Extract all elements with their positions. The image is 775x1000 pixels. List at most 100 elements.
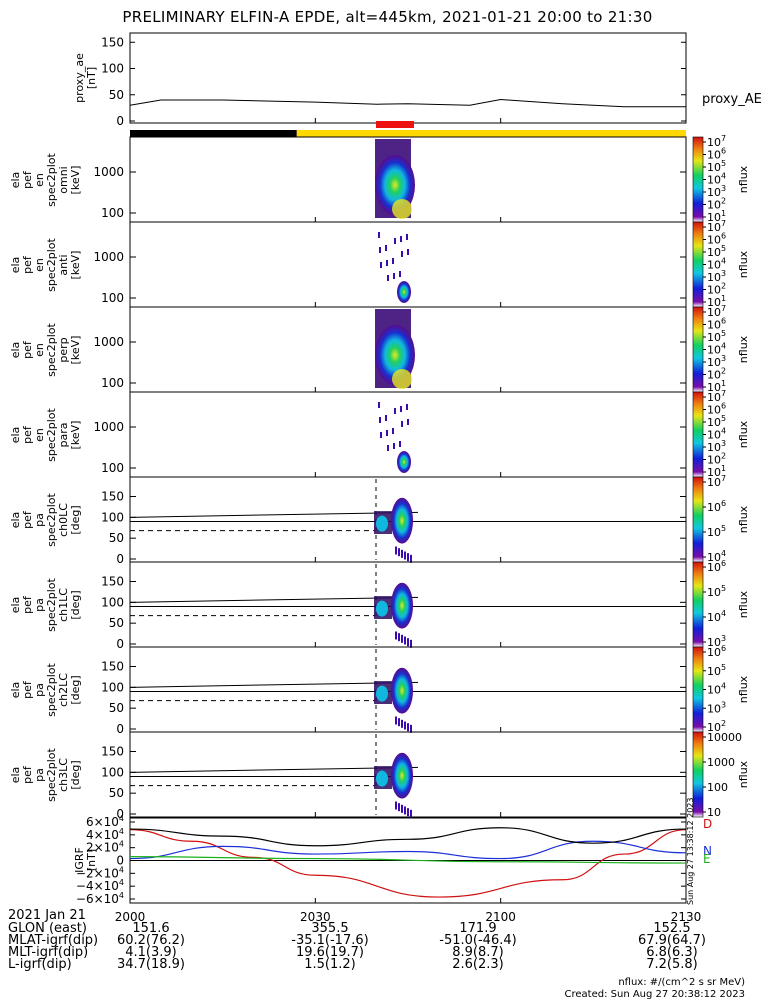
pa-core bbox=[391, 667, 413, 714]
spectrogram-speck bbox=[393, 443, 395, 449]
spectrogram-core bbox=[397, 281, 411, 303]
colorbar-tick-label: 1000 bbox=[707, 756, 735, 769]
pa-speck bbox=[401, 634, 403, 643]
igrf-component-label: N bbox=[703, 844, 712, 858]
pa-speck bbox=[410, 809, 412, 818]
spectrogram-speck bbox=[401, 251, 403, 257]
day-bar bbox=[296, 130, 686, 137]
colorbar-tick-label: 103 bbox=[707, 700, 726, 715]
ephemeris-row-label: MLAT-igrf(dip) bbox=[8, 933, 99, 948]
energy-ytick-label: 1000 bbox=[93, 335, 124, 349]
ephemeris-value: 67.9(64.7) bbox=[637, 933, 707, 948]
proxy-ae-line bbox=[129, 98, 686, 108]
spectrogram-speck bbox=[380, 262, 382, 268]
pa-ytick-label: 100 bbox=[101, 765, 124, 779]
spectrogram-speck bbox=[406, 404, 408, 410]
pa-speck bbox=[398, 548, 400, 557]
colorbar-label: nflux bbox=[737, 250, 750, 278]
spectrogram-speck bbox=[407, 249, 409, 255]
side-stamp: Sun Aug 27 13:38:12 2023 bbox=[686, 797, 695, 905]
ephemeris-value: 4.1(3.9) bbox=[125, 945, 177, 960]
pa-panel-frame bbox=[129, 731, 687, 818]
colorbar-label: nflux bbox=[737, 505, 750, 533]
spectrogram-speck bbox=[394, 408, 396, 414]
ephemeris-value: 19.6(19.7) bbox=[295, 945, 365, 960]
pa-ytick-label: 150 bbox=[101, 490, 124, 504]
spectrogram-speck bbox=[393, 273, 395, 279]
proxy-ae-ytick-label: 100 bbox=[101, 62, 124, 76]
proxy-ae-panel: 150 100 50 0 bbox=[101, 32, 687, 128]
colorbars: 107106105104103102101nflux10710610510410… bbox=[692, 134, 750, 819]
energy-ytick-label: 100 bbox=[101, 291, 124, 305]
igrf-component-label: E bbox=[703, 852, 711, 866]
x-tick-label: 2100 bbox=[485, 910, 516, 924]
energy-ytick-label: 1000 bbox=[93, 420, 124, 434]
proxy-ae-ytick-label: 0 bbox=[116, 114, 124, 128]
pa-speck bbox=[404, 636, 406, 645]
spectrogram-speck bbox=[407, 419, 409, 425]
x-tick-label: 2000 bbox=[115, 910, 146, 924]
igrf-ytick-label: −6×104 bbox=[76, 891, 124, 906]
colorbar-label: nflux bbox=[737, 420, 750, 448]
colorbar bbox=[692, 221, 704, 308]
pa-speck bbox=[395, 801, 397, 810]
spectrogram-speck bbox=[392, 428, 394, 434]
units-note: nflux: #/(cm^2 s sr MeV) bbox=[618, 977, 745, 988]
ephemeris-value: -35.1(-17.6) bbox=[291, 933, 369, 948]
proxy-ae-frame bbox=[129, 32, 687, 124]
igrf-line-D bbox=[129, 829, 687, 898]
plot-title: PRELIMINARY ELFIN-A EPDE, alt=445km, 202… bbox=[122, 8, 653, 26]
spectrogram-speck bbox=[379, 247, 381, 253]
igrf-ytick-label: 6×104 bbox=[86, 814, 124, 829]
pa-ytick-label: 150 bbox=[101, 575, 124, 589]
pa-left-core bbox=[376, 770, 388, 787]
spectrogram-speck bbox=[387, 445, 389, 451]
colorbar-tick-label: 107 bbox=[707, 474, 726, 489]
pa-core bbox=[391, 582, 413, 629]
pa-ytick-label: 0 bbox=[116, 637, 124, 651]
colorbar bbox=[692, 391, 704, 478]
pa-ytick-label: 50 bbox=[109, 616, 124, 630]
colorbar bbox=[692, 561, 704, 648]
proxy-ae-ytick-label: 50 bbox=[109, 88, 124, 102]
spectrogram-speck bbox=[399, 271, 401, 277]
igrf-line-E bbox=[129, 856, 687, 864]
colorbar bbox=[692, 136, 704, 223]
spectrogram-speck bbox=[379, 417, 381, 423]
pa-ytick-label: 50 bbox=[109, 531, 124, 545]
ephemeris-row-label: GLON (east) bbox=[8, 921, 87, 936]
spectrogram-speck bbox=[386, 260, 388, 266]
energy-ytick-label: 100 bbox=[101, 206, 124, 220]
pa-ytick-label: 150 bbox=[101, 660, 124, 674]
ephemeris-value: -51.0(-46.4) bbox=[439, 933, 517, 948]
pa-speck bbox=[404, 551, 406, 560]
ephemeris-value: 152.5 bbox=[653, 921, 691, 936]
pa-speck bbox=[410, 554, 412, 563]
ephemeris-value: 171.9 bbox=[459, 921, 497, 936]
ephemeris-row-label: MLT-igrf(dip) bbox=[8, 945, 89, 960]
spectrogram-speck bbox=[385, 245, 387, 251]
colorbar bbox=[692, 731, 704, 818]
pa-speck bbox=[407, 638, 409, 647]
pa-speck bbox=[407, 553, 409, 562]
pa-speck bbox=[395, 631, 397, 640]
spectrogram-speck bbox=[378, 402, 380, 408]
spectrogram-speck bbox=[380, 432, 382, 438]
pa-core bbox=[391, 752, 413, 799]
energy-ytick-label: 100 bbox=[101, 461, 124, 475]
pa-speck bbox=[395, 546, 397, 555]
pa-speck bbox=[401, 719, 403, 728]
igrf-line-N bbox=[129, 840, 687, 860]
time-axis: 2000 2030 2100 2130 bbox=[115, 118, 701, 924]
spectrogram-speck bbox=[400, 236, 402, 242]
colorbar-label: nflux bbox=[737, 590, 750, 618]
pa-ytick-label: 0 bbox=[116, 807, 124, 821]
spectrogram-speck bbox=[401, 421, 403, 427]
proxy-ae-ytick-label: 150 bbox=[101, 35, 124, 49]
spectrogram-speck bbox=[399, 441, 401, 447]
pa-speck bbox=[404, 721, 406, 730]
colorbar bbox=[692, 476, 704, 563]
colorbar-tick-label: 100 bbox=[707, 781, 728, 794]
energy-spectrogram-panels: 1000 100 1000 100 1000 100 1000 100 bbox=[93, 136, 687, 478]
